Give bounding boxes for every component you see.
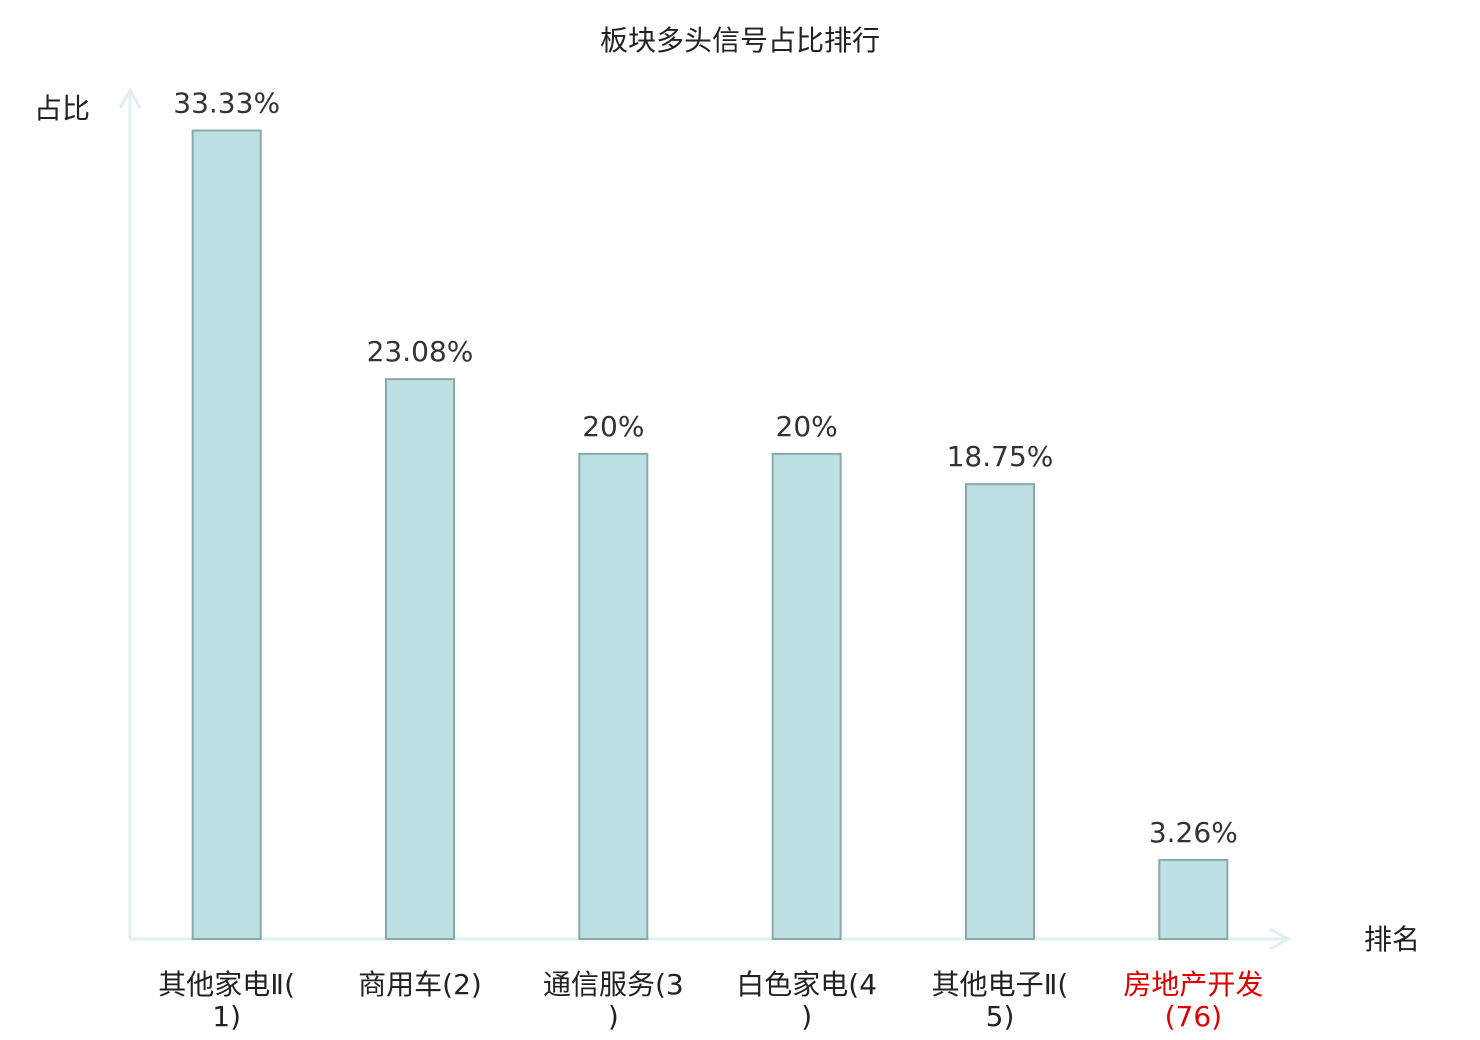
x-tick-label: 通信服务(3) bbox=[543, 968, 684, 1033]
x-tick-label: 其他家电Ⅱ(1) bbox=[158, 968, 295, 1033]
value-label: 23.08% bbox=[367, 335, 474, 368]
bar bbox=[191, 129, 262, 941]
value-label: 20% bbox=[582, 410, 644, 443]
y-axis-arrow bbox=[118, 86, 142, 109]
bar bbox=[965, 483, 1035, 940]
x-tick-label: 白色家电(4) bbox=[736, 968, 877, 1033]
chart-title: 板块多头信号占比排行 bbox=[600, 24, 880, 57]
value-label: 20% bbox=[776, 410, 838, 443]
x-tick-label: 房地产开发(76) bbox=[1123, 968, 1263, 1033]
value-label: 33.33% bbox=[173, 87, 280, 120]
bar bbox=[771, 452, 842, 940]
bar bbox=[385, 378, 455, 940]
bar bbox=[578, 452, 649, 940]
bar bbox=[1158, 858, 1229, 940]
x-axis-label: 排名 bbox=[1364, 923, 1420, 956]
value-label: 3.26% bbox=[1149, 816, 1238, 849]
x-tick-label: 其他电子Ⅱ(5) bbox=[932, 968, 1069, 1033]
x-tick-label: 商用车(2) bbox=[358, 968, 482, 1001]
axes bbox=[118, 86, 1292, 951]
y-axis-label: 占比 bbox=[34, 92, 90, 125]
value-label: 18.75% bbox=[947, 440, 1054, 473]
x-axis-arrow bbox=[1269, 927, 1292, 951]
